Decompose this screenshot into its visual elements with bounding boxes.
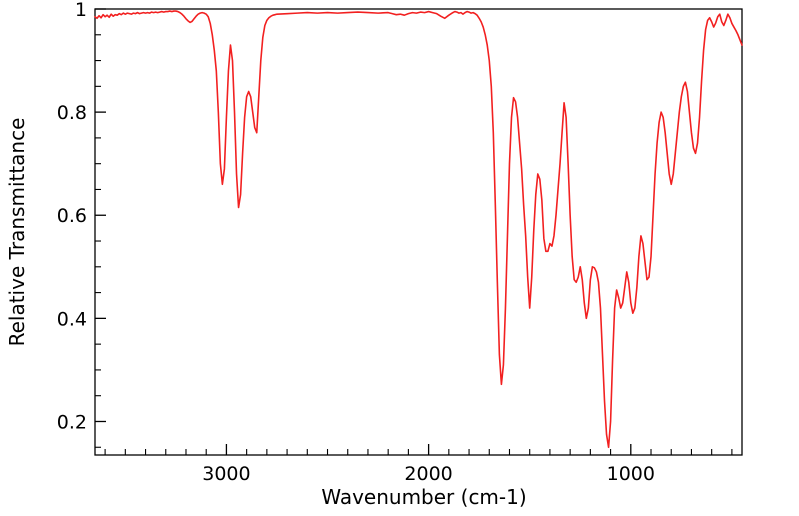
y-axis-tick-labels: 0.2 0.4 0.6 0.8 1: [57, 0, 87, 433]
y-axis-ticks: [95, 8, 106, 448]
plot-frame: [94, 8, 743, 456]
y-tick-label: 1: [75, 0, 87, 21]
x-axis-title: Wavenumber (cm-1): [321, 485, 526, 509]
x-axis-tick-labels: 3000 2000 1000: [202, 463, 655, 485]
y-axis-title: Relative Transmittance: [5, 118, 29, 347]
y-tick-label: 0.2: [57, 411, 87, 433]
spectrum-trace: [94, 10, 743, 449]
x-tick-label: 3000: [202, 463, 250, 485]
x-tick-label: 2000: [404, 463, 452, 485]
y-tick-label: 0.4: [57, 308, 87, 330]
y-tick-label: 0.6: [57, 205, 87, 227]
y-tick-label: 0.8: [57, 102, 87, 124]
x-axis-ticks: [104, 444, 733, 455]
x-tick-label: 1000: [607, 463, 655, 485]
